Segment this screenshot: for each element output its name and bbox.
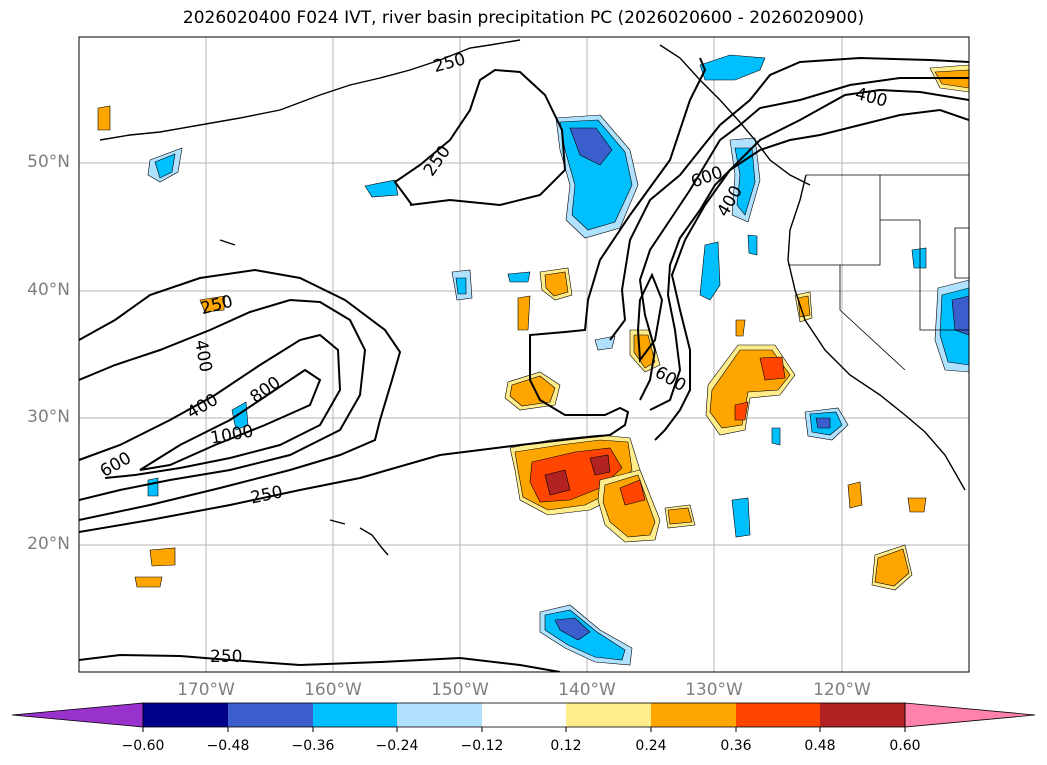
map-frame (79, 37, 969, 672)
negative-anomaly-region (554, 617, 591, 641)
negative-anomaly-region (147, 477, 159, 497)
colorbar-tick-label: 0.24 (635, 738, 667, 754)
positive-anomaly-region (134, 576, 163, 588)
positive-anomaly-region (97, 105, 111, 131)
colorbar-bin (736, 703, 820, 727)
lon-tick-label: 150°W (431, 680, 489, 700)
contour-label: 250 (210, 647, 242, 667)
colorbar-bin (228, 703, 313, 727)
colorbar-tick-label: −0.60 (121, 738, 165, 754)
positive-anomaly-region (149, 547, 176, 567)
positive-anomaly-region (874, 548, 910, 587)
lon-tick-label: 130°W (685, 680, 743, 700)
positive-anomaly-region (735, 319, 746, 337)
negative-anomaly-region (771, 427, 781, 446)
negative-anomaly-region (815, 417, 831, 429)
colorbar-extend-low (11, 702, 144, 728)
negative-anomaly-region (699, 241, 721, 301)
positive-anomaly-region (199, 295, 226, 313)
negative-anomaly-region (154, 153, 176, 179)
lon-tick-label: 120°W (813, 680, 871, 700)
negative-anomaly-region (731, 497, 751, 538)
negative-anomaly-region (911, 247, 927, 269)
positive-anomaly-region (847, 481, 863, 509)
negative-anomaly-region (747, 234, 758, 256)
colorbar-bin (397, 703, 482, 727)
gridlines (79, 37, 969, 672)
map-border (78, 36, 970, 673)
colorbar-outline (142, 702, 906, 728)
negative-anomaly-region (507, 271, 531, 283)
colorbar-bin (482, 703, 566, 727)
negative-anomaly-region (699, 54, 766, 81)
positive-anomaly-region (619, 479, 646, 506)
colorbar-tick-label: 0.60 (889, 738, 921, 754)
negative-anomaly-region (231, 401, 249, 431)
colorbar-tick-label: −0.48 (206, 738, 250, 754)
colorbar-tick-label: −0.36 (291, 738, 335, 754)
positive-anomaly-region (544, 469, 571, 496)
negative-anomaly-region (951, 295, 969, 336)
negative-anomaly-region (455, 277, 467, 295)
lat-tick-label: 40°N (27, 280, 70, 300)
colorbar-bin (651, 703, 736, 727)
colorbar-extend-high (904, 702, 1036, 728)
positive-anomaly-region (907, 497, 927, 513)
positive-anomaly-region (734, 401, 749, 421)
colorbar-tick-label: 0.12 (550, 738, 582, 754)
negative-anomaly-region (364, 179, 399, 198)
colorbar-tick-label: 0.48 (804, 738, 836, 754)
positive-anomaly-region (759, 356, 786, 381)
positive-anomaly-region (797, 295, 811, 318)
colorbar-tick-label: −0.24 (375, 738, 419, 754)
lon-tick-label: 140°W (558, 680, 616, 700)
lat-tick-label: 20°N (27, 534, 70, 554)
colorbar (11, 702, 1036, 732)
positive-anomaly-region (509, 375, 556, 407)
lon-tick-label: 160°W (304, 680, 362, 700)
positive-anomaly-region (517, 295, 531, 331)
colorbar-bin (143, 703, 228, 727)
positive-anomaly-region (667, 507, 693, 525)
positive-anomaly-region (589, 454, 611, 476)
negative-anomaly-region (569, 127, 613, 166)
colorbar-bin (820, 703, 905, 727)
lat-tick-label: 50°N (27, 152, 70, 172)
colorbar-bin (313, 703, 397, 727)
lon-tick-label: 170°W (177, 680, 235, 700)
colorbar-tick-label: 0.36 (720, 738, 752, 754)
colorbar-bin (566, 703, 651, 727)
positive-anomaly-region (544, 271, 569, 297)
colorbar-tick-label: −0.12 (460, 738, 504, 754)
precip-shading (97, 54, 969, 666)
coastlines (99, 39, 966, 556)
lat-tick-label: 30°N (27, 407, 70, 427)
ivt-contours (79, 56, 969, 672)
map-title: 2026020400 F024 IVT, river basin precipi… (182, 8, 865, 28)
state-borders (788, 174, 969, 371)
